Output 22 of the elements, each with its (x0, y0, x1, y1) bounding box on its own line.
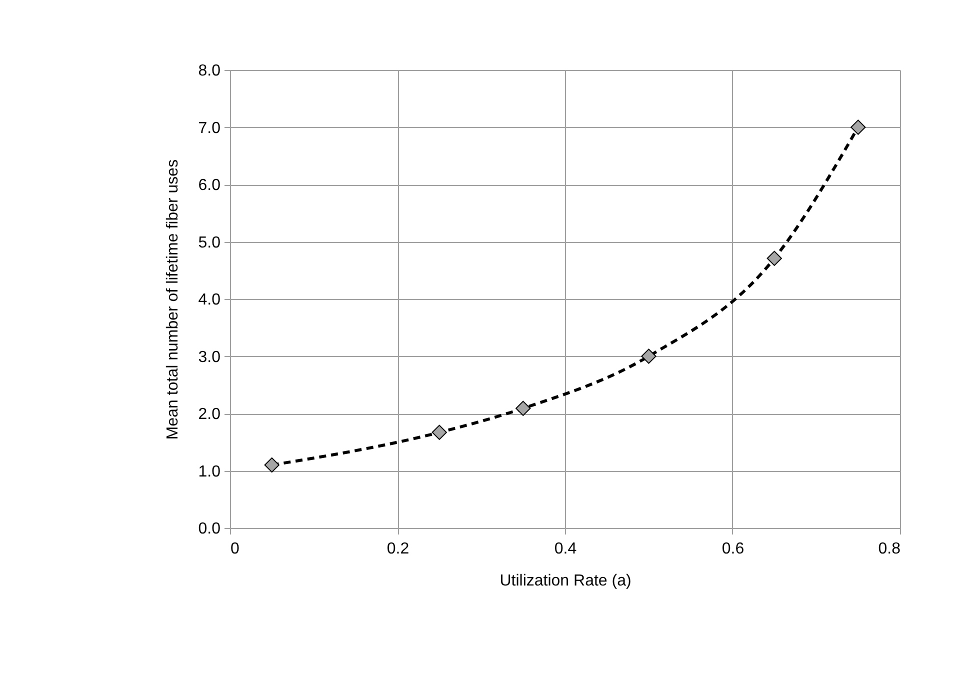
y-tick-label: 7.0 (198, 120, 221, 137)
y-tick-label: 1.0 (198, 463, 221, 480)
y-axis-title: Mean total number of lifetime fiber uses (164, 159, 182, 440)
y-tick-label: 8.0 (198, 62, 221, 80)
point (641, 348, 656, 364)
point (516, 400, 531, 416)
y-tick-label: 2.0 (198, 406, 221, 423)
x-tick-label: 0.4 (554, 540, 577, 558)
y-tick-label: 0.0 (198, 520, 221, 538)
y-tick-label: 6.0 (198, 177, 221, 194)
x-tick-label: 0.2 (386, 540, 410, 558)
x-tick-label: 0.6 (722, 540, 744, 558)
point (432, 424, 447, 440)
x-tick-label: 0.8 (878, 540, 901, 558)
y-tick-label: 4.0 (198, 292, 221, 308)
point (850, 120, 866, 135)
x-axis-title: Utilization Rate (a) (500, 572, 632, 590)
y-tick-label: 3.0 (198, 348, 221, 366)
y-tick-label: 5.0 (198, 234, 221, 252)
point (766, 250, 782, 266)
x-tick-label: 0 (230, 540, 240, 558)
point (264, 457, 280, 473)
